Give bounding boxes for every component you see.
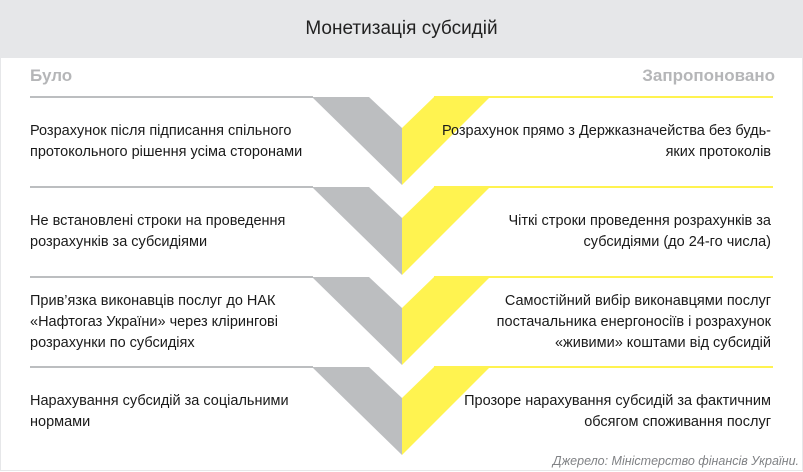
after-item: Чіткі строки проведення розрахунків за с… [508, 213, 771, 250]
after-item: Розрахунок прямо з Держказначейства без … [441, 123, 771, 160]
before-item: Нарахування субсидій за соціальними норм… [30, 393, 289, 430]
before-item: Прив’язка виконавців послуг до НАК «Нафт… [30, 292, 278, 351]
after-chevron [402, 367, 490, 455]
before-chevron [312, 277, 402, 365]
before-item: Не встановлені строки на проведення розр… [30, 213, 286, 250]
title-bar: Монетизація субсидій [0, 0, 803, 58]
after-chevron [402, 187, 490, 275]
after-header: Запропоновано [642, 66, 775, 85]
after-chevron [402, 277, 490, 365]
source-note: Джерело: Міністерство фінансів України. [552, 454, 799, 468]
title: Монетизація субсидій [305, 18, 498, 39]
before-chevron [312, 97, 402, 185]
before-item: Розрахунок після підписання спільного пр… [30, 123, 303, 160]
after-item: Самостійний вибір виконавцями послуг пос… [496, 292, 771, 351]
after-item: Прозоре нарахування субсидій за фактични… [464, 393, 771, 430]
before-chevron [312, 367, 402, 455]
after-chevron [402, 97, 490, 185]
before-header: Було [30, 66, 73, 85]
before-chevron [312, 187, 402, 275]
